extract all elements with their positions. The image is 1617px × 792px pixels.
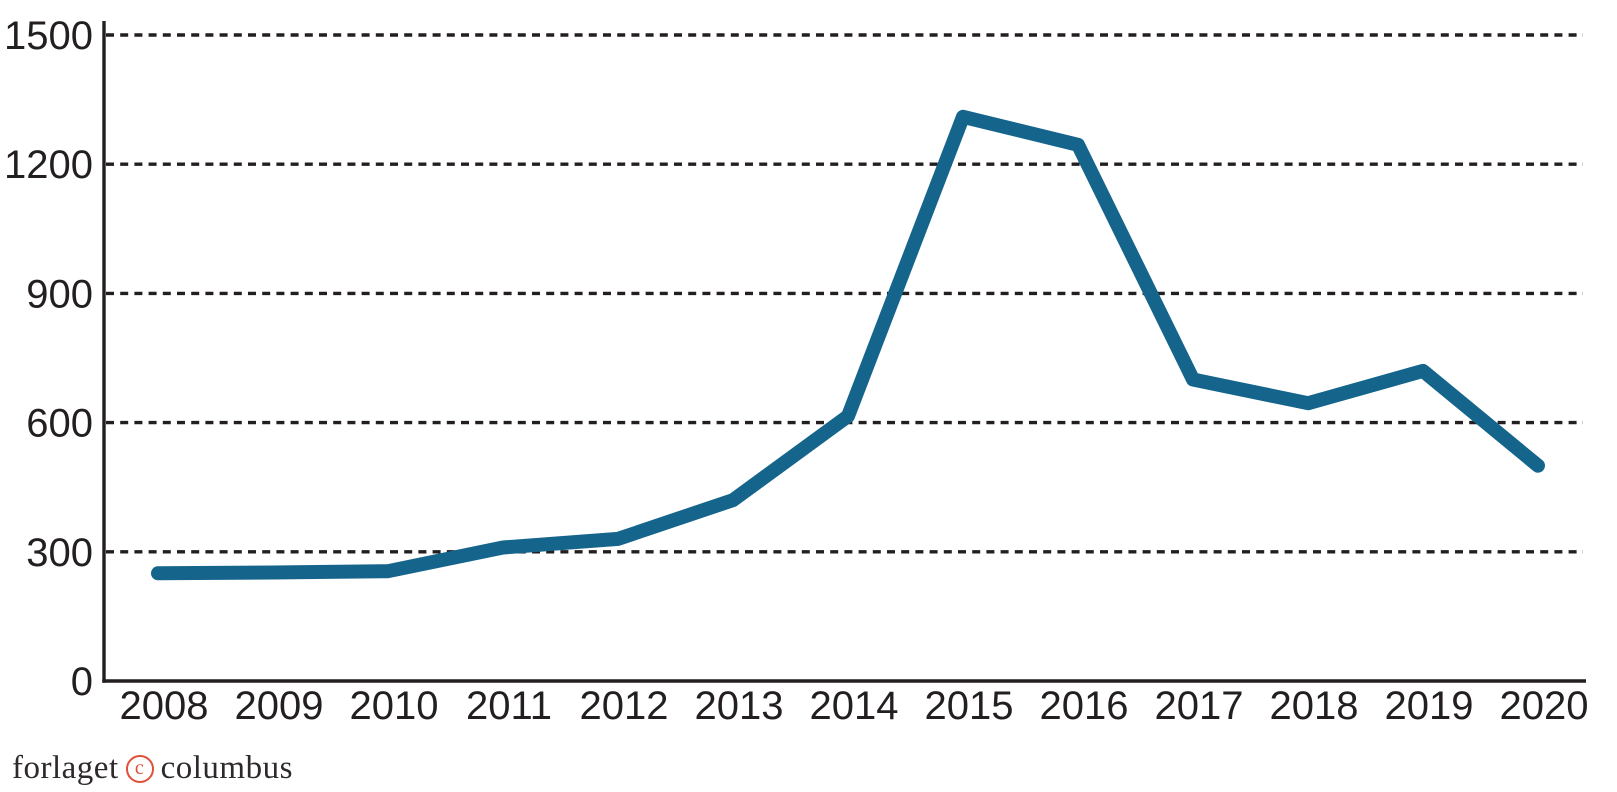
publisher-watermark: forlaget c columbus <box>12 748 293 788</box>
x-tick-label-2016: 2016 <box>1040 684 1129 728</box>
line-chart: 0 300 600 900 1200 1500 2008 2009 2010 2011 2012 20… <box>4 14 1589 728</box>
x-tick-label-2009: 2009 <box>235 684 324 728</box>
x-tick-label-2019: 2019 <box>1385 684 1474 728</box>
x-tick-label-2011: 2011 <box>466 684 552 728</box>
x-tick-label-2010: 2010 <box>350 684 439 728</box>
y-tick-label-1500: 1500 <box>4 14 93 58</box>
y-tick-label-1200: 1200 <box>4 143 93 187</box>
x-tick-label-2008: 2008 <box>120 684 209 728</box>
y-tick-label-900: 900 <box>26 272 93 316</box>
x-tick-label-2013: 2013 <box>695 684 784 728</box>
y-tick-label-600: 600 <box>26 402 93 446</box>
x-tick-label-2014: 2014 <box>810 684 899 728</box>
x-tick-label-2020: 2020 <box>1500 684 1589 728</box>
x-tick-label-2015: 2015 <box>925 684 1014 728</box>
x-tick-label-2018: 2018 <box>1270 684 1359 728</box>
x-tick-label-2012: 2012 <box>580 684 669 728</box>
y-tick-label-0: 0 <box>71 660 93 704</box>
copyright-icon: c <box>125 755 154 783</box>
watermark-text-left: forlaget <box>12 749 119 786</box>
y-tick-label-300: 300 <box>26 531 93 575</box>
x-tick-label-2017: 2017 <box>1155 684 1244 728</box>
data-series-line <box>151 109 1545 581</box>
watermark-text-right: columbus <box>160 749 293 786</box>
